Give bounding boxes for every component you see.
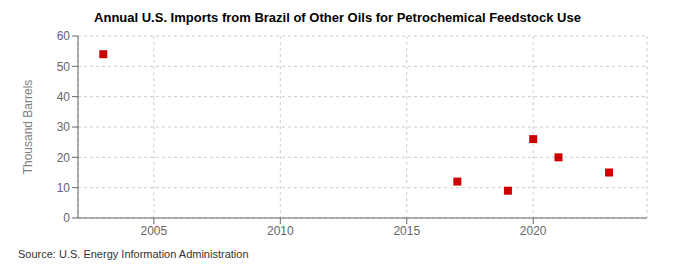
svg-text:60: 60 <box>57 29 71 43</box>
html-text:Annual U.S. Imports from Brazi: Annual U.S. Imports from Brazil of Other… <box>94 10 581 25</box>
svg-text:40: 40 <box>57 90 71 104</box>
svg-text:2010: 2010 <box>267 224 294 238</box>
html-text:Source: U.S. Energy Informatio: Source: U.S. Energy Information Administ… <box>18 248 249 260</box>
svg-text:10: 10 <box>57 181 71 195</box>
svg-text:2020: 2020 <box>520 224 547 238</box>
svg-text:2005: 2005 <box>141 224 168 238</box>
svg-text:2015: 2015 <box>393 224 420 238</box>
svg-text:20: 20 <box>57 151 71 165</box>
svg-text:50: 50 <box>57 60 71 74</box>
svg-text:30: 30 <box>57 120 71 134</box>
svg-text:Thousand Barrels: Thousand Barrels <box>21 80 35 175</box>
svg-text:0: 0 <box>63 211 70 225</box>
